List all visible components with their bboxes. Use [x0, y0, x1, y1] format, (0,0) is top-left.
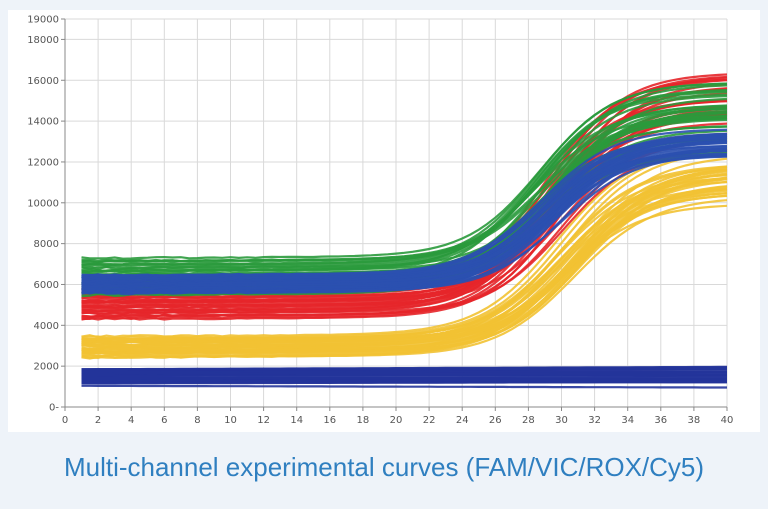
x-tick-label: 24	[456, 415, 469, 426]
curve-line	[81, 366, 727, 371]
x-tick-label: 26	[489, 415, 502, 426]
curve-line	[81, 374, 728, 379]
curve-line	[81, 114, 728, 267]
x-tick-label: 38	[688, 415, 701, 426]
x-tick-label: 32	[588, 415, 601, 426]
y-tick-label: 6000	[34, 280, 59, 291]
x-tick-label: 14	[290, 415, 303, 426]
curves-group	[81, 73, 728, 389]
series-vic	[81, 148, 728, 360]
series-fam-overlap	[81, 128, 728, 296]
curve-line	[81, 82, 728, 260]
curve-line	[81, 178, 728, 342]
x-tick-label: 36	[654, 415, 667, 426]
curve-line	[81, 384, 727, 389]
y-tick-label: 0-	[49, 403, 59, 414]
y-tick-label: 12000	[27, 157, 59, 168]
x-tick-label: 30	[555, 415, 568, 426]
x-tick-label: 34	[621, 415, 634, 426]
x-tick-label: 2	[95, 415, 101, 426]
curve-line	[81, 137, 728, 278]
curve-line	[81, 371, 727, 376]
figure-caption: Multi-channel experimental curves (FAM/V…	[63, 452, 705, 482]
y-tick-label: 4000	[34, 321, 59, 332]
x-tick-label: 8	[194, 415, 200, 426]
x-tick-label: 18	[357, 415, 370, 426]
y-tick-label: 14000	[27, 117, 59, 128]
x-tick-label: 12	[257, 415, 270, 426]
curve-line	[81, 376, 728, 381]
x-tick-label: 6	[161, 415, 167, 426]
curve-line	[81, 148, 728, 339]
x-tick-label: 40	[721, 415, 734, 426]
x-tick-label: 22	[423, 415, 436, 426]
y-tick-label: 18000	[27, 35, 59, 46]
curve-line	[81, 133, 728, 285]
x-tick-label: 16	[323, 415, 336, 426]
plot-area: 0 2 4 6 8 10 12 14 16 18 20 22 24 26 28 30 32 34 36 38 400-2…	[27, 15, 733, 427]
curve-line	[81, 95, 728, 263]
x-tick-label: 10	[224, 415, 237, 426]
amplification-chart: 0 2 4 6 8 10 12 14 16 18 20 22 24 26 28 30 32 34 36 38 400-2…	[27, 15, 733, 427]
y-tick-label: 16000	[27, 76, 59, 87]
x-tick-label: 28	[522, 415, 535, 426]
chart-card: 0 2 4 6 8 10 12 14 16 18 20 22 24 26 28 30 32 34 36 38 40 0- 2…	[8, 10, 760, 432]
curve-line	[81, 149, 728, 295]
curve-line	[81, 185, 728, 345]
x-tick-label: 4	[128, 415, 134, 426]
series-cy5	[81, 365, 728, 389]
y-tick-label: 19000	[27, 15, 59, 26]
y-tick-label: 2000	[34, 362, 59, 373]
curve-line	[81, 148, 728, 340]
y-tick-label: 8000	[34, 239, 59, 250]
x-tick-label: 0	[62, 415, 68, 426]
y-tick-label: 10000	[27, 198, 59, 209]
x-tick-label: 20	[390, 415, 403, 426]
